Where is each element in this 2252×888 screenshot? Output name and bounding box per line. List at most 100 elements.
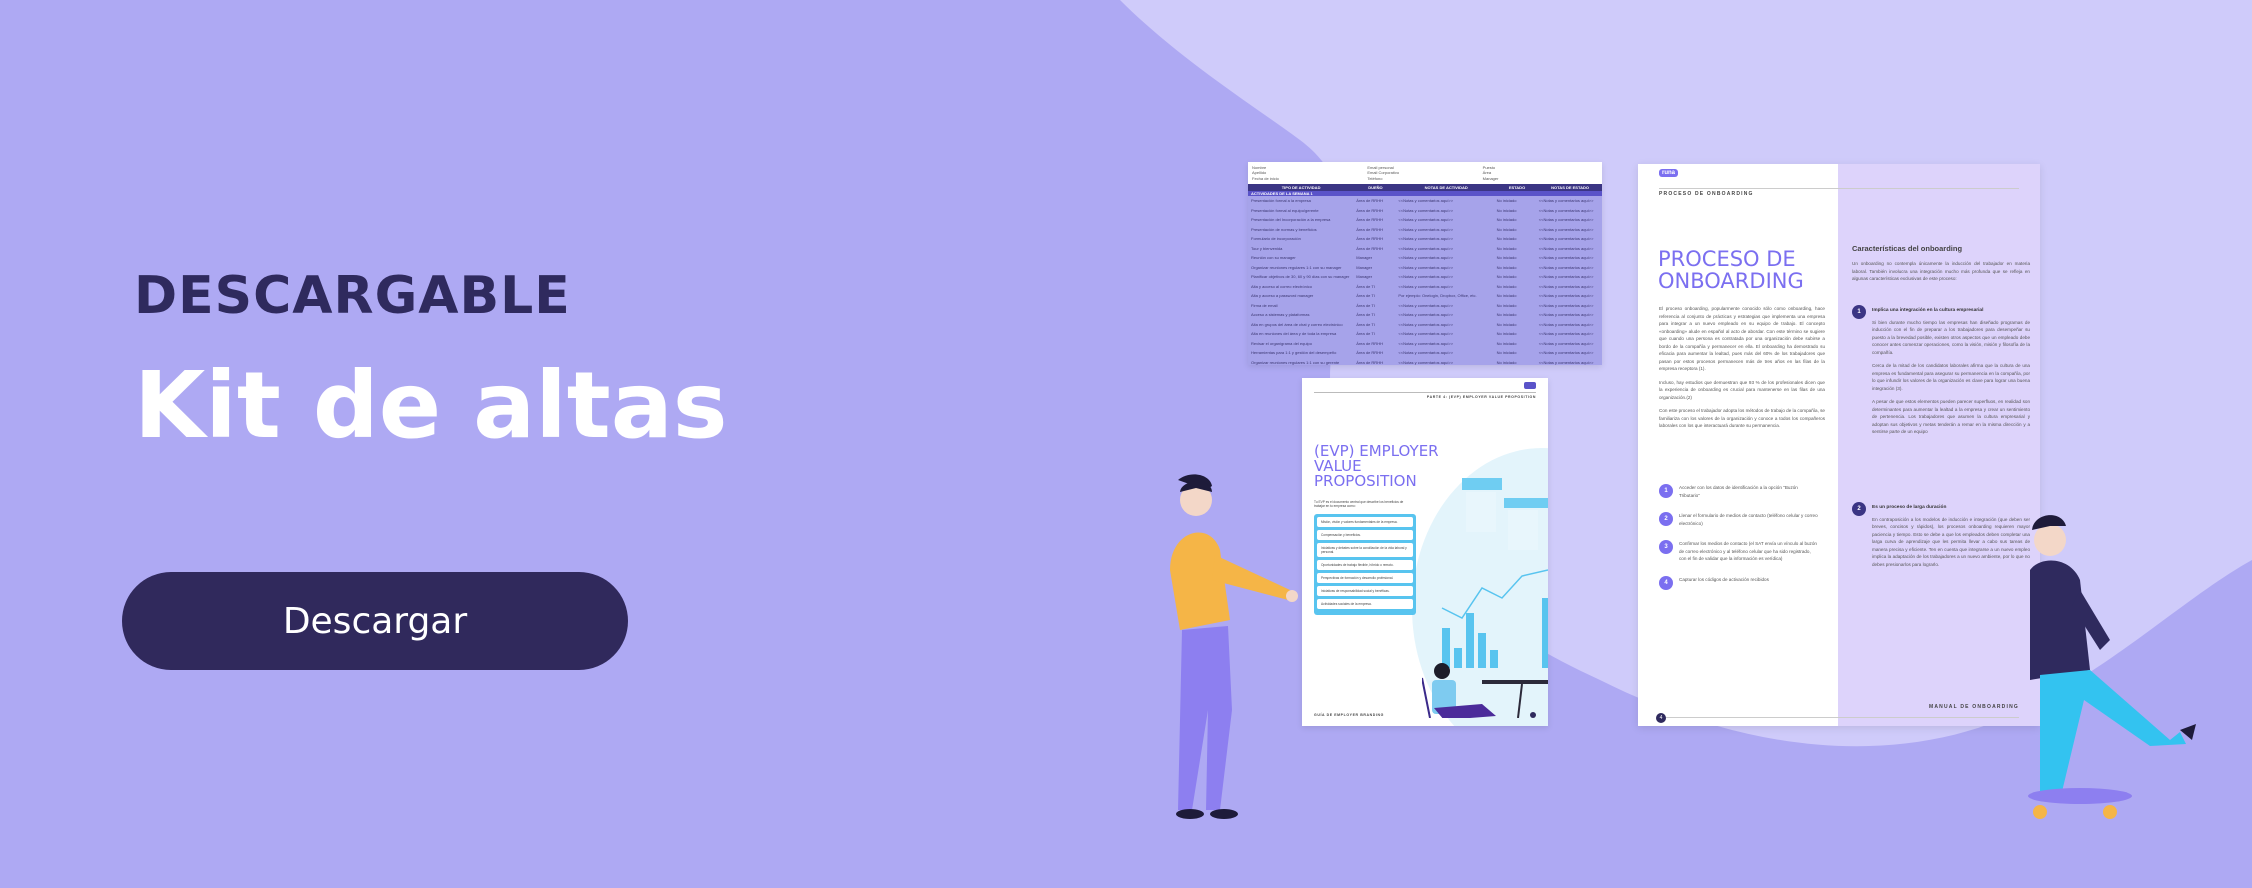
table-cell: <<Notas y comentarios aquí>> xyxy=(1538,312,1594,317)
table-cell: Presentación formal al equipo/gerente xyxy=(1251,207,1319,213)
download-button[interactable]: Descargar xyxy=(122,572,628,670)
table-row: Firma de email Área de TI <<Notas y coment… xyxy=(1248,301,1602,311)
table-cell: Área de TI xyxy=(1356,302,1375,308)
table-cell: Manager xyxy=(1356,255,1373,260)
step-number-badge: 1 xyxy=(1659,484,1673,498)
table-cell: Por ejemplo: Onelogin, Dropbox, Office, … xyxy=(1398,293,1477,298)
table-cell: <<Notas y comentarios aquí>> xyxy=(1398,236,1454,241)
evp-list-item: Compensación y beneficios. xyxy=(1317,530,1413,540)
paragraph: Con este proceso el trabajador adopta lo… xyxy=(1659,408,1825,428)
step-text: Llenar el formulario de medios de contac… xyxy=(1679,513,1818,526)
table-row: Presentación del Incorporación a la empr… xyxy=(1248,215,1602,225)
table-cell: No iniciado xyxy=(1496,264,1517,270)
table-cell: <<Notas y comentarios aquí>> xyxy=(1398,283,1454,289)
table-cell: <<Notas y comentarios aquí>> xyxy=(1398,350,1454,355)
table-cell: Área de RRHH xyxy=(1356,245,1383,251)
table-row: Presentación de normas y beneficios Área … xyxy=(1248,225,1602,235)
table-row: Formulario de incorporación Área de RRHH <… xyxy=(1248,234,1602,244)
evp-list-item: Iniciativas y debates sobre la conciliac… xyxy=(1317,543,1413,557)
runa-logo xyxy=(1524,382,1536,389)
table-cell: No iniciado xyxy=(1496,302,1517,308)
table-cell: No iniciado xyxy=(1496,245,1517,251)
table-cell: <<Notas y comentarios aquí>> xyxy=(1398,359,1454,365)
table-cell: <<Notas y comentarios aquí>> xyxy=(1538,245,1594,251)
meta-field: Puesto xyxy=(1482,165,1496,170)
steps-list: 1 Acceder con los datos de identificación… xyxy=(1659,484,1819,603)
table-cell: No iniciado xyxy=(1496,198,1517,203)
evp-part-label: PARTE 4: (EVP) EMPLOYER VALUE PROPOSITIO… xyxy=(1426,395,1536,399)
table-cell: Área de RRHH xyxy=(1356,340,1383,346)
table-row: Alta y acceso al correo electrónico Área … xyxy=(1248,282,1602,292)
table-cell: <<Notas y comentarios aquí>> xyxy=(1398,264,1454,270)
step-text: Capturar los códigos de activación recib… xyxy=(1679,576,1769,582)
table-cell: Área de RRHH xyxy=(1356,359,1383,365)
man-skateboard-illustration xyxy=(2028,515,2196,819)
feature-number-badge: 2 xyxy=(1852,501,1866,516)
evp-list-item: Iniciativas de responsabilidad social y … xyxy=(1317,586,1413,596)
table-row: Acceso a sistemas y plataformas Área de T… xyxy=(1248,310,1602,320)
table-cell: Alta en reuniones del área y de toda la … xyxy=(1251,331,1337,336)
characteristics-column: Características del onboarding Un onboar… xyxy=(1852,244,2030,574)
table-cell: Planificar objetivos de 30, 60 y 90 días… xyxy=(1251,274,1350,279)
table-cell: <<Notas y comentarios aquí>> xyxy=(1398,198,1454,203)
table-cell: No iniciado xyxy=(1496,293,1517,298)
table-cell: <<Notas y comentarios aquí>> xyxy=(1538,217,1594,222)
table-cell: No iniciado xyxy=(1496,312,1517,317)
divider xyxy=(1314,392,1536,393)
table-cell: <<Notas y comentarios aquí>> xyxy=(1538,255,1594,260)
runa-logo: runa xyxy=(1659,169,1679,177)
table-cell: Área de TI xyxy=(1356,283,1375,289)
sheet-header: TIPO DE ACTIVIDAD DUEÑO NOTAS DE ACTIVIDAD… xyxy=(1248,184,1602,191)
feature-title: Es un proceso de larga duración xyxy=(1872,504,1947,510)
table-cell: No iniciado xyxy=(1496,207,1517,213)
sheet-section: ACTIVIDADES DE LA SEMANA 1 xyxy=(1248,191,1602,196)
table-cell: <<Notas y comentarios aquí>> xyxy=(1538,331,1594,336)
table-cell: No iniciado xyxy=(1496,226,1517,232)
table-cell: <<Notas y comentarios aquí>> xyxy=(1538,340,1594,346)
table-cell: No iniciado xyxy=(1496,340,1517,346)
column-header: DUEÑO xyxy=(1368,185,1383,190)
meta-field: Teléfono xyxy=(1367,175,1383,181)
eyebrow-label: DESCARGABLE xyxy=(134,266,571,326)
table-row: Herramientas para 1:1 y gestión del dese… xyxy=(1248,348,1602,358)
table-cell: Formulario de incorporación xyxy=(1251,236,1301,241)
table-row: Organizar reuniones regulares 1:1 con su… xyxy=(1248,358,1602,366)
table-cell: <<Notas y comentarios aquí>> xyxy=(1538,236,1594,241)
meta-field: Manager xyxy=(1482,175,1499,181)
table-cell: Área de RRHH xyxy=(1356,207,1383,213)
table-cell: Alta y acceso al correo electrónico xyxy=(1251,283,1312,289)
step-number-badge: 3 xyxy=(1659,540,1673,554)
feature-item: 1 Implica una integración en la cultura e… xyxy=(1852,304,2030,442)
table-cell: No iniciado xyxy=(1496,283,1517,289)
table-cell: Firma de email xyxy=(1251,302,1278,308)
table-row: Alta y acceso a password manager Área de … xyxy=(1248,291,1602,301)
meta-field: Email Corporativo xyxy=(1367,170,1400,176)
table-cell: <<Notas y comentarios aquí>> xyxy=(1538,207,1594,213)
table-cell: Área de RRHH xyxy=(1356,350,1383,355)
table-cell: No iniciado xyxy=(1496,217,1517,222)
table-cell: No iniciado xyxy=(1496,255,1517,260)
table-cell: Área de RRHH xyxy=(1356,217,1383,222)
column-header: TIPO DE ACTIVIDAD xyxy=(1281,185,1321,190)
characteristics-title: Características del onboarding xyxy=(1852,244,1963,253)
table-cell: Tour y bienvenida xyxy=(1251,245,1283,251)
table-cell: <<Notas y comentarios aquí>> xyxy=(1398,302,1454,308)
step-text: Confirmar los medios de contacto (el SAT… xyxy=(1679,541,1817,561)
divider xyxy=(1659,188,2019,189)
meta-field: Fecha de inicio xyxy=(1252,175,1279,181)
table-cell: No iniciado xyxy=(1496,350,1517,355)
feature-item: 2 Es un proceso de larga duración En contr… xyxy=(1852,501,2030,575)
sheet-rows: Presentación formal a la empresa Área de … xyxy=(1248,196,1602,365)
table-cell: Área de TI xyxy=(1356,293,1375,298)
meta-field: Área xyxy=(1482,170,1492,176)
step-number-badge: 2 xyxy=(1659,512,1673,526)
table-row: Organizar reuniones regulares 1:1 con su… xyxy=(1248,263,1602,273)
table-cell: <<Notas y comentarios aquí>> xyxy=(1538,321,1594,327)
step-item: 3 Confirmar los medios de contacto (el SA… xyxy=(1659,540,1819,563)
column-header: ESTADO xyxy=(1508,185,1526,190)
evp-list-item: Misión, visión y valores fundamentales d… xyxy=(1317,517,1413,527)
evp-intro: Tu EVP es el documento central que descr… xyxy=(1314,500,1404,508)
table-cell: Organizar reuniones regulares 1:1 con su… xyxy=(1251,359,1340,365)
evp-list-item: Oportunidades de trabajo flexible, híbri… xyxy=(1317,560,1413,570)
table-cell: <<Notas y comentarios aquí>> xyxy=(1398,226,1454,232)
